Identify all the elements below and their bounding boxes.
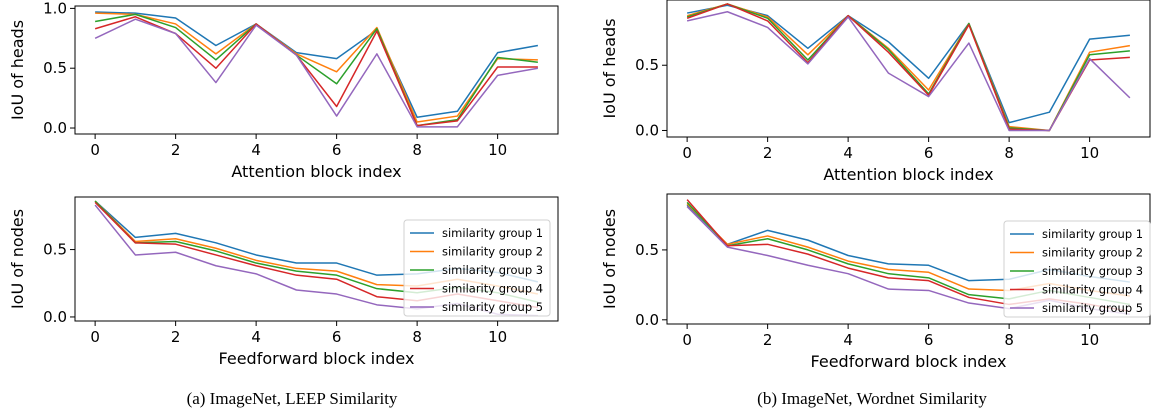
y-axis-label: IoU of nodes xyxy=(600,209,619,309)
x-tick-label: 10 xyxy=(1080,144,1099,162)
y-axis-label: IoU of nodes xyxy=(8,209,27,309)
x-tick-label: 2 xyxy=(171,328,181,346)
legend-label-5: similarity group 5 xyxy=(1042,301,1143,315)
chart-1: 0 2 4 6 8 10 0.0 0.5 1.0 Attention block index IoU… xyxy=(8,0,559,181)
legend-label-5: similarity group 5 xyxy=(442,300,543,314)
y-tick-label: 0.0 xyxy=(43,308,67,326)
y-tick-label: 0.0 xyxy=(635,121,659,139)
caption-a: (a) ImageNet, LEEP Similarity xyxy=(187,389,398,408)
y-tick-label: 0.5 xyxy=(635,241,659,259)
x-tick-label: 8 xyxy=(412,328,422,346)
legend-label-2: similarity group 2 xyxy=(1042,246,1143,260)
x-tick-label: 8 xyxy=(1004,144,1014,162)
series-line-3 xyxy=(686,3,1130,132)
series-line-5 xyxy=(94,18,539,128)
x-tick-label: 2 xyxy=(763,144,773,162)
legend-label-1: similarity group 1 xyxy=(442,226,543,240)
x-tick-label: 4 xyxy=(251,328,261,346)
axes-frame xyxy=(666,0,1151,138)
x-tick-label: 0 xyxy=(682,331,692,349)
y-axis-label: IoU of heads xyxy=(600,18,619,118)
x-tick-label: 10 xyxy=(488,328,507,346)
series-line-4 xyxy=(686,3,1130,132)
legend-label-1: similarity group 1 xyxy=(1042,227,1143,241)
series-line-1 xyxy=(686,4,1130,124)
x-axis-label: Feedforward block index xyxy=(811,352,1007,371)
axes-frame xyxy=(74,5,559,135)
x-tick-label: 6 xyxy=(924,144,934,162)
legend-box xyxy=(1003,220,1151,318)
series-line-2 xyxy=(686,3,1130,132)
series-line-2 xyxy=(95,12,538,123)
chart-4: 0 2 4 6 8 10 0.0 0.5 Feedforward block index IoU … xyxy=(600,193,1151,371)
x-tick-label: 10 xyxy=(488,141,507,159)
legend-box xyxy=(403,219,551,317)
series-line-5 xyxy=(686,10,1131,132)
y-tick-label: 0.5 xyxy=(43,59,67,77)
x-tick-label: 6 xyxy=(332,328,342,346)
y-tick-label: 1.0 xyxy=(43,0,67,17)
x-tick-label: 8 xyxy=(1004,331,1014,349)
x-tick-label: 2 xyxy=(763,331,773,349)
legend-label-4: similarity group 4 xyxy=(1042,283,1143,297)
y-tick-label: 0.5 xyxy=(635,56,659,74)
legend: similarity group 1 similarity group 2 simi… xyxy=(1003,220,1151,318)
x-tick-label: 8 xyxy=(412,141,422,159)
legend-label-3: similarity group 3 xyxy=(442,263,543,277)
legend-label-4: similarity group 4 xyxy=(442,282,543,296)
x-tick-label: 10 xyxy=(1080,331,1099,349)
x-axis-label: Attention block index xyxy=(231,162,401,181)
chart-2: 0 2 4 6 8 10 0.0 0.5 Feedforward block index IoU … xyxy=(8,196,559,368)
series-line-3 xyxy=(94,13,538,127)
series-line-1 xyxy=(95,11,539,118)
x-tick-label: 4 xyxy=(843,144,853,162)
x-tick-label: 0 xyxy=(90,328,100,346)
x-axis-label: Attention block index xyxy=(823,165,993,184)
y-tick-label: 0.0 xyxy=(635,311,659,329)
y-tick-label: 0.5 xyxy=(43,241,67,259)
y-tick-label: 0.0 xyxy=(43,119,67,137)
x-tick-label: 0 xyxy=(682,144,692,162)
axes-frame xyxy=(74,196,559,322)
x-tick-label: 6 xyxy=(924,331,934,349)
legend-label-2: similarity group 2 xyxy=(442,245,543,259)
x-tick-label: 4 xyxy=(251,141,261,159)
caption-b: (b) ImageNet, Wordnet Similarity xyxy=(757,389,987,408)
plots: 0 2 4 6 8 10 0.0 0.5 1.0 Attention block index IoU… xyxy=(8,0,1151,371)
legend-label-3: similarity group 3 xyxy=(1042,264,1143,278)
x-tick-label: 4 xyxy=(843,331,853,349)
y-axis-label: IoU of heads xyxy=(8,20,27,120)
x-tick-label: 0 xyxy=(90,141,100,159)
chart-3: 0 2 4 6 8 10 0.0 0.5 Attention block index IoU of… xyxy=(600,0,1151,184)
legend: similarity group 1 similarity group 2 simi… xyxy=(403,219,551,317)
x-tick-label: 6 xyxy=(332,141,342,159)
x-tick-label: 2 xyxy=(171,141,181,159)
x-axis-label: Feedforward block index xyxy=(219,349,415,368)
